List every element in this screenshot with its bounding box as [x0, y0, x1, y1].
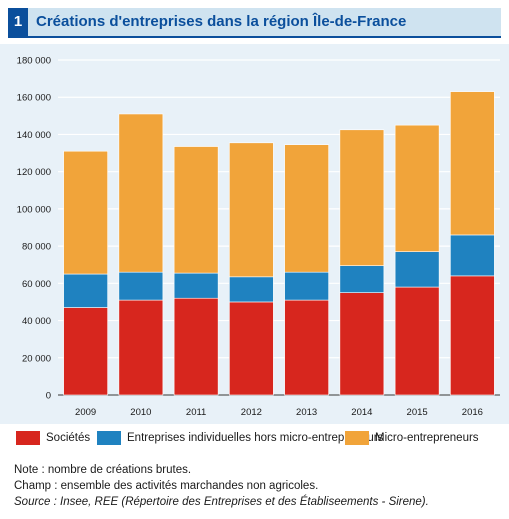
- bar-segment-2013-1: [284, 271, 329, 301]
- source-text: Source : Insee, REE (Répertoire des Entr…: [14, 496, 429, 508]
- bar-segment-2013-2: [284, 144, 329, 273]
- x-tick-label: 2010: [130, 407, 151, 418]
- bar-segment-2015-1: [394, 251, 440, 288]
- bar-segment-2012-0: [229, 301, 274, 396]
- bar-segment-2012-2: [229, 142, 274, 278]
- x-tick-label: 2011: [186, 407, 206, 418]
- figure-header: 1 Créations d'entreprises dans la région…: [8, 8, 501, 38]
- bar-segment-2011-2: [173, 146, 219, 274]
- legend-label-entreprises-individuelles: Entreprises individuelles hors micro-ent…: [127, 432, 384, 444]
- y-tick-label: 80 000: [22, 242, 51, 253]
- bar-segment-2014-0: [339, 292, 385, 396]
- x-tick-label: 2013: [296, 407, 317, 418]
- y-tick-label: 120 000: [17, 167, 51, 178]
- scope-text: Champ : ensemble des activités marchande…: [14, 480, 319, 492]
- x-tick-label: 2016: [462, 407, 483, 418]
- bar-segment-2015-0: [394, 286, 440, 396]
- bar-segment-2010-1: [118, 271, 164, 301]
- legend-swatch-entreprises-individuelles: [97, 431, 121, 445]
- bar-segment-2011-0: [173, 297, 219, 396]
- note-text: Note : nombre de créations brutes.: [14, 464, 192, 476]
- y-tick-label: 160 000: [17, 93, 51, 104]
- bar-segment-2009-0: [63, 307, 108, 396]
- legend-swatch-societes: [16, 431, 40, 445]
- bar-segment-2009-2: [63, 150, 108, 275]
- bar-segment-2014-1: [339, 265, 385, 293]
- legend-label-micro-entrepreneurs: Micro-entrepreneurs: [375, 432, 479, 444]
- y-tick-labels: 0 20 000 40 000 60 000 80 000 100 000 120 000 1…: [17, 56, 51, 402]
- y-tick-label: 140 000: [17, 130, 51, 141]
- chart-notes: Note : nombre de créations brutes. Champ…: [14, 462, 429, 510]
- x-tick-label: 2014: [351, 407, 372, 418]
- x-tick-label: 2012: [241, 407, 262, 418]
- y-tick-label: 60 000: [22, 279, 51, 290]
- bar-segment-2010-0: [118, 299, 164, 396]
- legend-label-societes: Sociétés: [46, 432, 91, 444]
- legend: Sociétés Entreprises individuelles hors …: [0, 429, 509, 447]
- figure-number: 1: [8, 8, 28, 36]
- x-tick-label: 2015: [407, 407, 428, 418]
- bar-segment-2010-2: [118, 113, 164, 273]
- bar-segment-2016-1: [450, 234, 495, 277]
- x-tick-labels: 2009 2010 2011 2012 2013 2014 2015 2016: [75, 407, 483, 418]
- y-tick-label: 20 000: [22, 353, 51, 364]
- stacked-bar-chart: 0 20 000 40 000 60 000 80 000 100 000 120 000 1…: [0, 44, 509, 424]
- bar-segment-2012-1: [229, 276, 274, 303]
- bar-segment-2016-0: [450, 275, 495, 396]
- bars: [63, 91, 495, 396]
- y-tick-label: 40 000: [22, 316, 51, 327]
- bar-segment-2013-0: [284, 299, 329, 396]
- y-tick-label: 0: [46, 391, 51, 402]
- x-tick-label: 2009: [75, 407, 96, 418]
- y-tick-label: 100 000: [17, 204, 51, 215]
- bar-segment-2011-1: [173, 272, 219, 299]
- chart-title: Créations d'entreprises dans la région Î…: [36, 13, 407, 30]
- legend-swatch-micro-entrepreneurs: [345, 431, 369, 445]
- y-tick-label: 180 000: [17, 56, 51, 67]
- bar-segment-2014-2: [339, 129, 385, 266]
- bar-segment-2016-2: [450, 91, 495, 236]
- bar-segment-2009-1: [63, 273, 108, 308]
- bar-segment-2015-2: [394, 124, 440, 252]
